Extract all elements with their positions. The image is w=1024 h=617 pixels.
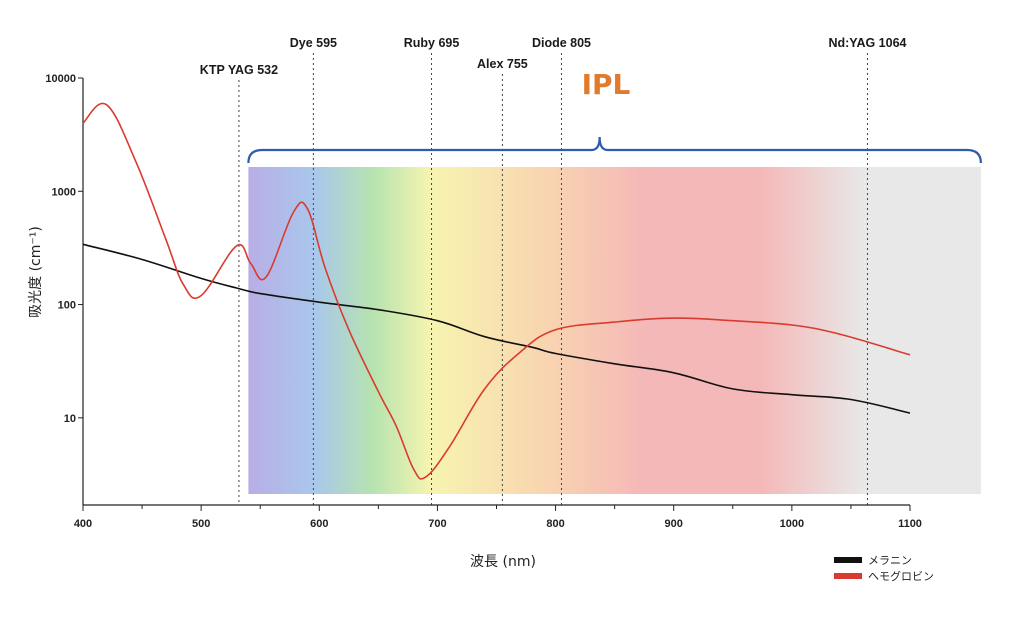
laser-label: Alex 755: [477, 57, 528, 71]
x-tick-label: 400: [74, 518, 92, 530]
legend: メラニン ヘモグロビン: [834, 554, 934, 583]
x-tick-label: 600: [310, 518, 328, 530]
laser-label: Ruby 695: [404, 36, 460, 50]
x-tick-label: 1000: [780, 518, 804, 530]
y-tick-label: 10: [64, 413, 76, 425]
legend-swatch-hemoglobin: [834, 573, 862, 579]
y-tick-label: 10000: [45, 73, 76, 85]
ipl-spectrum-band: [248, 167, 981, 494]
legend-swatch-melanin: [834, 557, 862, 563]
ipl-label: IPL: [582, 68, 631, 101]
x-tick-label: 500: [192, 518, 210, 530]
y-axis-label: 吸光度 (cm⁻¹): [28, 226, 44, 318]
x-tick-label: 900: [665, 518, 683, 530]
hemoglobin-curve: [82, 102, 911, 480]
x-tick-label: 700: [428, 518, 446, 530]
laser-label: Dye 595: [290, 36, 337, 50]
legend-label-hemoglobin: ヘモグロビン: [868, 569, 934, 583]
y-tick-label: 100: [58, 300, 76, 312]
legend-label-melanin: メラニン: [868, 554, 912, 567]
x-tick-label: 1100: [898, 518, 922, 530]
laser-label: Nd:YAG 1064: [828, 36, 906, 50]
laser-label: Diode 805: [532, 36, 591, 50]
x-axis-label: 波長 (nm): [470, 554, 536, 570]
y-tick-label: 1000: [52, 186, 76, 198]
ipl-bracket: [247, 136, 982, 164]
laser-label: KTP YAG 532: [200, 63, 278, 77]
melanin-curve: [82, 243, 911, 414]
x-tick-label: 800: [546, 518, 564, 530]
